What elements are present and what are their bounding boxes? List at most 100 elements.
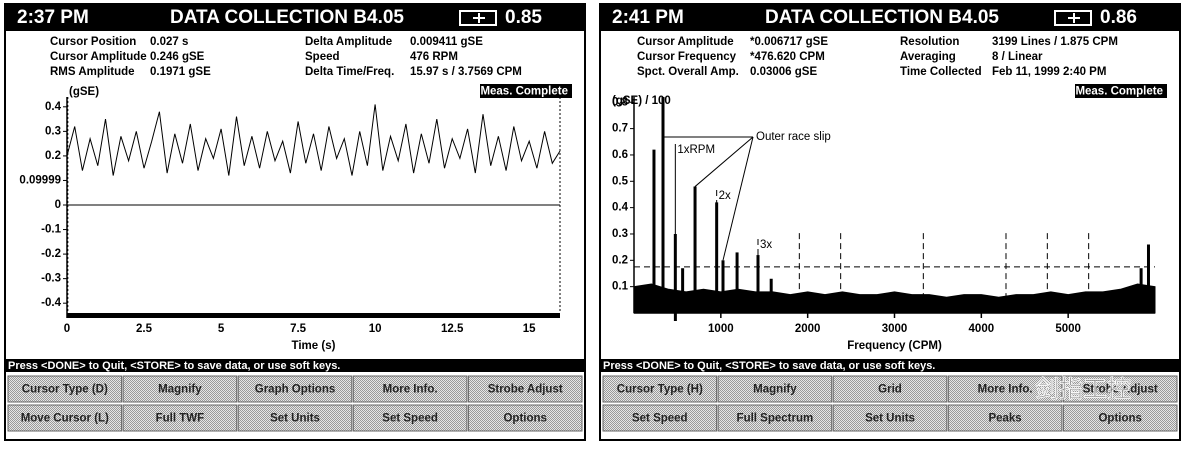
soft-key-label[interactable]: Strobe Adjust (488, 384, 563, 396)
soft-key[interactable] (467, 404, 583, 432)
y-tick-label: 0 (55, 199, 61, 211)
header-bar (600, 4, 1180, 31)
soft-key-label[interactable]: Options (1098, 413, 1141, 425)
info-value: 0.027 s (150, 36, 188, 48)
soft-key-label[interactable]: Magnify (158, 384, 202, 396)
info-label: Cursor Position (50, 36, 136, 48)
x-axis-bar (67, 313, 560, 318)
soft-key[interactable] (832, 404, 948, 432)
info-value: 8 / Linear (992, 51, 1043, 63)
soft-key[interactable] (832, 375, 948, 403)
soft-key[interactable] (237, 404, 353, 432)
soft-key[interactable] (947, 375, 1063, 403)
soft-key-label[interactable]: Set Units (865, 413, 915, 425)
y-tick-label: -0.2 (41, 248, 61, 260)
y-tick-label: 0.2 (45, 150, 61, 162)
y-tick-label: 0.4 (45, 101, 62, 113)
info-label: Time Collected (900, 66, 982, 78)
info-label: Spct. Overall Amp. (637, 66, 739, 78)
badge: Meas. Complete (1075, 86, 1163, 98)
soft-key-label[interactable]: More Info. (978, 384, 1033, 396)
soft-key[interactable] (947, 404, 1063, 432)
soft-key-label[interactable]: Graph Options (255, 384, 336, 396)
y-tick-label: 0.2 (612, 254, 628, 266)
soft-key-label[interactable]: Strobe Adjust (1083, 384, 1158, 396)
soft-key[interactable] (1062, 404, 1178, 432)
soft-key[interactable] (352, 404, 468, 432)
header-title: DATA COLLECTION B4.05 (170, 7, 404, 28)
soft-key-label[interactable]: Options (503, 413, 546, 425)
harmonic-label: 2x (719, 190, 731, 202)
y-tick-label: 0.5 (612, 175, 629, 187)
soft-key[interactable] (7, 404, 123, 432)
soft-key[interactable] (717, 404, 833, 432)
soft-key[interactable] (602, 375, 718, 403)
harmonic-label: 3x (760, 239, 772, 251)
soft-key[interactable] (7, 375, 123, 403)
soft-key-label[interactable]: Set Speed (632, 413, 688, 425)
soft-key-label[interactable]: Full Spectrum (737, 413, 814, 425)
annotation-arrow (694, 136, 754, 187)
y-tick-label: 0.3 (612, 228, 628, 240)
soft-key[interactable] (122, 375, 238, 403)
info-value: 0.03006 gSE (750, 66, 817, 78)
soft-key[interactable] (602, 404, 718, 432)
waveform (66, 104, 561, 176)
x-tick-label: 0 (64, 323, 70, 335)
soft-key[interactable] (237, 375, 353, 403)
info-value: 3199 Lines / 1.875 CPM (992, 36, 1118, 48)
x-tick-label: 12.5 (441, 323, 464, 335)
info-value: *476.620 CPM (750, 51, 825, 63)
soft-key[interactable] (1062, 375, 1178, 403)
annotation-arrow (722, 136, 754, 261)
y-tick-label: 0.8 (612, 96, 629, 108)
info-label: Cursor Amplitude (50, 51, 147, 63)
badge-bg (480, 84, 572, 98)
info-label: Resolution (900, 36, 959, 48)
soft-key-label[interactable]: Cursor Type (H) (617, 384, 703, 396)
x-tick-label: 1000 (708, 323, 734, 335)
info-value: Feb 11, 1999 2:40 PM (992, 66, 1106, 78)
soft-key-label[interactable]: Cursor Type (D) (22, 384, 108, 396)
info-value: 0.009411 gSE (410, 36, 483, 48)
info-value: 0.1971 gSE (150, 66, 211, 78)
status-text: Press <DONE> to Quit, <STORE> to save da… (8, 360, 340, 372)
soft-key[interactable] (717, 375, 833, 403)
battery-icon (459, 10, 497, 26)
x-axis-label: Frequency (CPM) (847, 340, 942, 352)
y-tick-label: 0.6 (612, 149, 628, 161)
badge-bg (1075, 84, 1167, 98)
info-label: Speed (305, 51, 340, 63)
noise-floor (633, 283, 1156, 314)
y-tick-label: -0.1 (41, 224, 61, 236)
battery-level: 0.86 (1100, 7, 1137, 28)
soft-key-label[interactable]: More Info. (383, 384, 438, 396)
info-label: Cursor Amplitude (637, 36, 734, 48)
soft-key-label[interactable]: Full TWF (156, 413, 205, 425)
soft-key-label[interactable]: Grid (878, 384, 902, 396)
soft-key[interactable] (467, 375, 583, 403)
annotation: Outer race slip (756, 131, 831, 143)
info-value: 476 RPM (410, 51, 458, 63)
info-label: Cursor Frequency (637, 51, 737, 63)
badge: Meas. Complete (480, 86, 568, 98)
info-value: 0.246 gSE (150, 51, 205, 63)
x-tick-label: 10 (369, 323, 382, 335)
y-tick-label: 0.1 (612, 281, 629, 293)
soft-key-label[interactable]: Set Speed (382, 413, 438, 425)
x-tick-label: 2000 (795, 323, 821, 335)
clock: 2:41 PM (612, 7, 684, 28)
info-label: Delta Amplitude (305, 36, 392, 48)
battery-level: 0.85 (505, 7, 542, 28)
y-tick-label: 0.09999 (19, 174, 61, 186)
soft-key-label[interactable]: Peaks (988, 413, 1021, 425)
soft-key[interactable] (352, 375, 468, 403)
status-text: Press <DONE> to Quit, <STORE> to save da… (603, 360, 935, 372)
soft-key-label[interactable]: Magnify (753, 384, 797, 396)
soft-key-label[interactable]: Move Cursor (L) (21, 413, 109, 425)
header-bar (5, 4, 585, 31)
soft-key[interactable] (122, 404, 238, 432)
soft-key-label[interactable]: Set Units (270, 413, 320, 425)
